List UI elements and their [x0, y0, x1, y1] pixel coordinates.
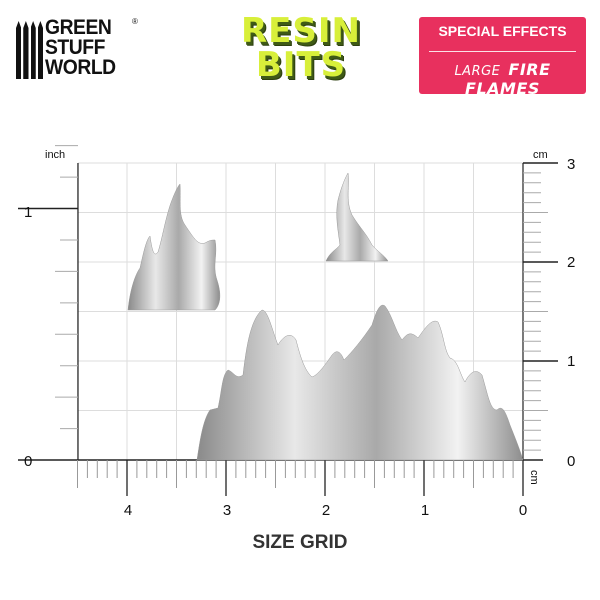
inch-label-1: 1 — [24, 204, 32, 221]
small-flame-right — [325, 172, 389, 262]
category-top: SPECIAL EFFECTS — [438, 23, 567, 39]
right-unit-label: cm — [533, 149, 548, 161]
brand-name: GREEN STUFF WORLD — [45, 16, 116, 79]
brand-line: GREEN — [45, 16, 112, 39]
large-flame-row — [196, 304, 524, 461]
category-product: FIRE FLAMES — [465, 60, 551, 98]
small-flame-left — [127, 183, 221, 311]
category-badge: SPECIAL EFFECTS LARGE FIRE FLAMES — [419, 17, 586, 98]
bottom-unit-label: cm — [528, 470, 540, 485]
brand-line: STUFF — [45, 36, 105, 59]
ruler-ticks — [18, 145, 558, 496]
cm-label-0: 0 — [567, 453, 575, 470]
cm-label-2: 2 — [567, 254, 575, 271]
logo-line: BITS — [255, 45, 347, 85]
brand-line: WORLD — [45, 56, 116, 79]
inch-label-0: 0 — [24, 453, 32, 470]
category-name: LARGE FIRE FLAMES — [419, 60, 586, 98]
resin-bits-logo: RESIN BITS — [228, 14, 374, 86]
cm-label-1: 1 — [567, 353, 575, 370]
green-stuff-world-logo: GREEN STUFF WORLD ® — [16, 17, 141, 83]
bottom-label-2: 2 — [322, 502, 330, 519]
left-unit-label: inch — [45, 149, 65, 161]
bottom-label-0: 0 — [519, 502, 527, 519]
bottom-label-4: 4 — [124, 502, 132, 519]
logo-line: RESIN — [241, 11, 361, 51]
bottom-label-3: 3 — [223, 502, 231, 519]
size-grid-title: SIZE GRID — [252, 532, 348, 553]
cm-label-3: 3 — [567, 156, 575, 173]
divider — [429, 51, 576, 52]
category-prefix: LARGE — [454, 64, 501, 79]
bottom-label-1: 1 — [421, 502, 429, 519]
brushes-icon — [16, 21, 43, 79]
registered-mark: ® — [132, 17, 138, 26]
